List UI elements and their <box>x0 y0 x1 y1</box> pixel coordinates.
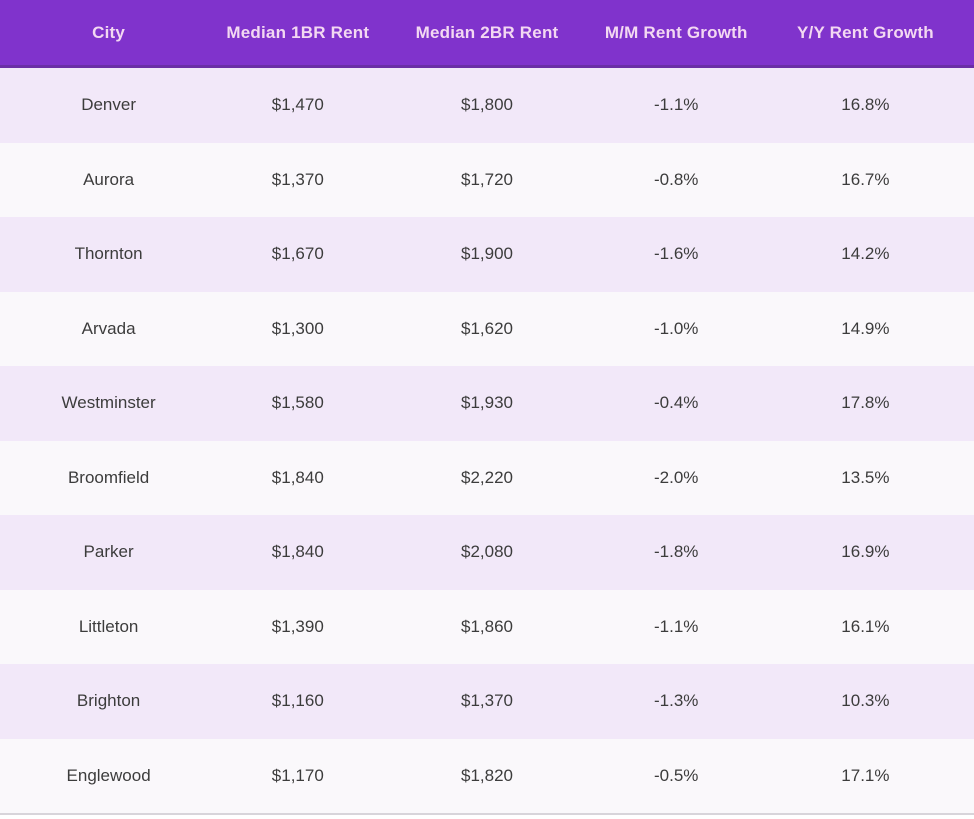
table-row-brighton: Brighton $1,160 $1,370 -1.3% 10.3% <box>0 664 974 739</box>
cell-yy-growth: 16.8% <box>841 95 890 115</box>
cell-mm-growth: -1.0% <box>653 318 699 338</box>
cell-city: Thornton <box>74 244 143 264</box>
cell-yy-growth: 16.1% <box>841 616 890 636</box>
cell-yy-growth: 16.7% <box>841 169 890 189</box>
cell-yy-growth: 13.5% <box>841 467 890 487</box>
cell-city: Denver <box>81 95 136 115</box>
cell-city: Parker <box>83 542 134 562</box>
cell-2br-rent: $2,080 <box>460 542 513 562</box>
cell-1br-rent: $1,390 <box>271 616 324 636</box>
cell-city: Englewood <box>66 765 151 785</box>
table-row-arvada: Arvada $1,300 $1,620 -1.0% 14.9% <box>0 291 974 366</box>
cell-city: Westminster <box>61 393 156 413</box>
cell-mm-growth: -1.1% <box>653 95 699 115</box>
header-cell-1br-rent: Median 1BR Rent <box>226 22 370 42</box>
cell-1br-rent: $1,580 <box>271 393 324 413</box>
cell-2br-rent: $1,720 <box>460 169 513 189</box>
cell-1br-rent: $1,300 <box>271 318 324 338</box>
table-row-thornton: Thornton $1,670 $1,900 -1.6% 14.2% <box>0 217 974 292</box>
cell-1br-rent: $1,160 <box>271 691 324 711</box>
header-cell-city: City <box>92 22 126 42</box>
cell-city: Broomfield <box>67 467 150 487</box>
table-row-denver: Denver $1,470 $1,800 -1.1% 16.8% <box>0 68 974 143</box>
cell-1br-rent: $1,670 <box>271 244 324 264</box>
cell-mm-growth: -1.1% <box>653 616 699 636</box>
cell-2br-rent: $2,220 <box>460 467 513 487</box>
cell-2br-rent: $1,860 <box>460 616 513 636</box>
cell-yy-growth: 14.2% <box>841 244 890 264</box>
cell-1br-rent: $1,840 <box>271 467 324 487</box>
table-row-littleton: Littleton $1,390 $1,860 -1.1% 16.1% <box>0 589 974 664</box>
cell-mm-growth: -0.5% <box>653 765 699 785</box>
cell-city: Brighton <box>76 691 141 711</box>
cell-1br-rent: $1,170 <box>271 765 324 785</box>
cell-yy-growth: 10.3% <box>841 691 890 711</box>
header-cell-mm-growth: M/M Rent Growth <box>604 22 748 42</box>
table-row-aurora: Aurora $1,370 $1,720 -0.8% 16.7% <box>0 142 974 217</box>
cell-mm-growth: -0.8% <box>653 169 699 189</box>
header-cell-2br-rent: Median 2BR Rent <box>415 22 559 42</box>
cell-mm-growth: -0.4% <box>653 393 699 413</box>
cell-city: Arvada <box>81 318 136 338</box>
cell-mm-growth: -1.3% <box>653 691 699 711</box>
cell-yy-growth: 17.8% <box>841 393 890 413</box>
cell-2br-rent: $1,930 <box>460 393 513 413</box>
header-cell-yy-growth: Y/Y Rent Growth <box>796 22 934 42</box>
cell-2br-rent: $1,370 <box>460 691 513 711</box>
cell-1br-rent: $1,840 <box>271 542 324 562</box>
cell-1br-rent: $1,370 <box>271 169 324 189</box>
cell-city: Aurora <box>83 169 135 189</box>
table-body: Denver $1,470 $1,800 -1.1% 16.8% Aurora … <box>0 68 974 815</box>
table-row-englewood: Englewood $1,170 $1,820 -0.5% 17.1% <box>0 738 974 813</box>
cell-1br-rent: $1,470 <box>271 95 324 115</box>
cell-2br-rent: $1,900 <box>460 244 513 264</box>
cell-yy-growth: 16.9% <box>841 542 890 562</box>
table-row-westminster: Westminster $1,580 $1,930 -0.4% 17.8% <box>0 366 974 441</box>
cell-city: Littleton <box>78 616 139 636</box>
cell-2br-rent: $1,620 <box>460 318 513 338</box>
table-row-parker: Parker $1,840 $2,080 -1.8% 16.9% <box>0 515 974 590</box>
cell-2br-rent: $1,800 <box>460 95 513 115</box>
cell-yy-growth: 14.9% <box>841 318 890 338</box>
table-header-row: City Median 1BR Rent Median 2BR Rent M/M… <box>0 0 974 68</box>
cell-2br-rent: $1,820 <box>460 765 513 785</box>
table-row-broomfield: Broomfield $1,840 $2,220 -2.0% 13.5% <box>0 440 974 515</box>
cell-yy-growth: 17.1% <box>841 765 890 785</box>
cell-mm-growth: -1.8% <box>653 542 699 562</box>
cell-mm-growth: -1.6% <box>653 244 699 264</box>
cell-mm-growth: -2.0% <box>653 467 699 487</box>
